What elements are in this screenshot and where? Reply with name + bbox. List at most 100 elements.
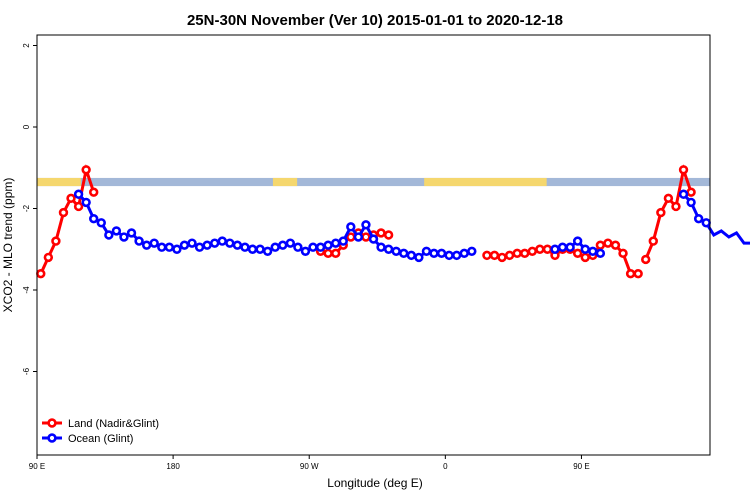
data-point — [300, 246, 311, 256]
data-point — [693, 213, 704, 224]
data-point — [399, 248, 409, 259]
data-point — [527, 246, 537, 256]
data-point — [73, 189, 84, 199]
data-point — [51, 236, 61, 246]
legend: Land (Nadir&Glint) Ocean (Glint) — [42, 418, 159, 445]
data-point — [262, 246, 273, 256]
data-point — [225, 238, 235, 248]
x-tick-label: 90 E — [29, 462, 45, 471]
data-point — [565, 242, 575, 252]
y-tick-label: 2 — [22, 43, 31, 48]
data-point — [361, 232, 371, 242]
data-point — [618, 248, 628, 259]
data-point — [43, 252, 54, 263]
legend-marker — [47, 433, 57, 443]
data-point — [436, 248, 447, 259]
data-point — [625, 269, 636, 279]
data-point — [89, 187, 99, 197]
data-point — [542, 244, 553, 254]
data-point — [104, 230, 114, 240]
land-strip-segment — [424, 177, 547, 187]
data-point — [323, 248, 333, 259]
data-point — [353, 232, 364, 242]
data-point — [406, 250, 417, 261]
y-axis-label: XCO2 - MLO trend (ppm) — [1, 178, 15, 313]
y-tick-label: -2 — [22, 204, 31, 212]
data-point — [368, 234, 379, 244]
x-tick-label: 0 — [443, 462, 448, 471]
data-point — [164, 242, 175, 252]
data-point — [459, 248, 469, 259]
data-point — [497, 252, 507, 263]
y-tick-label: -6 — [22, 367, 31, 375]
data-point — [73, 201, 84, 212]
data-point — [217, 236, 227, 246]
y-tick-label: 0 — [22, 124, 31, 129]
data-point — [595, 248, 606, 259]
data-point — [149, 238, 159, 248]
data-point — [383, 244, 394, 254]
data-point — [550, 244, 560, 254]
data-point — [595, 240, 606, 250]
data-point — [278, 240, 288, 250]
data-point — [663, 193, 674, 204]
land-strip-segment — [37, 177, 81, 187]
data-point — [671, 201, 681, 212]
data-point — [36, 269, 46, 279]
data-point — [610, 240, 621, 250]
data-point — [210, 238, 220, 248]
data-point — [656, 207, 666, 218]
data-point — [701, 218, 711, 228]
legend-label: Land (Nadir&Glint) — [68, 418, 159, 430]
data-point — [81, 165, 91, 175]
data-point — [361, 220, 371, 230]
data-point — [270, 242, 280, 252]
data-point — [111, 226, 122, 236]
data-point — [81, 197, 91, 208]
data-point — [588, 246, 598, 256]
data-point — [580, 252, 590, 263]
data-point — [504, 250, 515, 261]
data-point — [603, 238, 613, 248]
data-point — [255, 244, 265, 254]
data-point — [686, 197, 696, 208]
data-point — [391, 246, 401, 256]
data-point — [376, 242, 386, 252]
data-point — [187, 238, 197, 248]
data-point — [686, 187, 696, 197]
data-point — [323, 240, 333, 250]
land-strip-segment — [272, 177, 298, 187]
chart-title: 25N-30N November (Ver 10) 2015-01-01 to … — [187, 12, 563, 29]
data-point — [315, 242, 326, 252]
data-point — [172, 244, 182, 254]
data-point — [429, 248, 439, 259]
data-point — [520, 248, 530, 259]
data-point — [648, 236, 658, 246]
data-point — [338, 236, 348, 246]
data-point — [633, 269, 643, 279]
x-axis-label: Longitude (deg E) — [327, 476, 422, 490]
data-point — [141, 240, 152, 250]
data-point — [641, 254, 651, 265]
data-point — [330, 248, 341, 259]
x-tick-label: 180 — [166, 462, 180, 471]
data-point — [202, 240, 212, 250]
data-point — [66, 193, 76, 204]
data-point — [293, 242, 303, 252]
x-tick-label: 90 W — [300, 462, 319, 471]
data-point — [580, 244, 590, 254]
data-point — [414, 252, 424, 263]
data-point — [89, 213, 99, 224]
data-point — [489, 250, 500, 261]
data-point — [535, 244, 545, 254]
data-point — [240, 242, 250, 252]
data-point — [451, 250, 462, 261]
data-point — [346, 232, 356, 242]
data-point — [572, 248, 583, 259]
data-point — [512, 248, 522, 259]
data-point — [179, 240, 190, 250]
series-layer — [36, 164, 750, 279]
data-point — [58, 207, 69, 218]
data-point — [247, 244, 258, 254]
